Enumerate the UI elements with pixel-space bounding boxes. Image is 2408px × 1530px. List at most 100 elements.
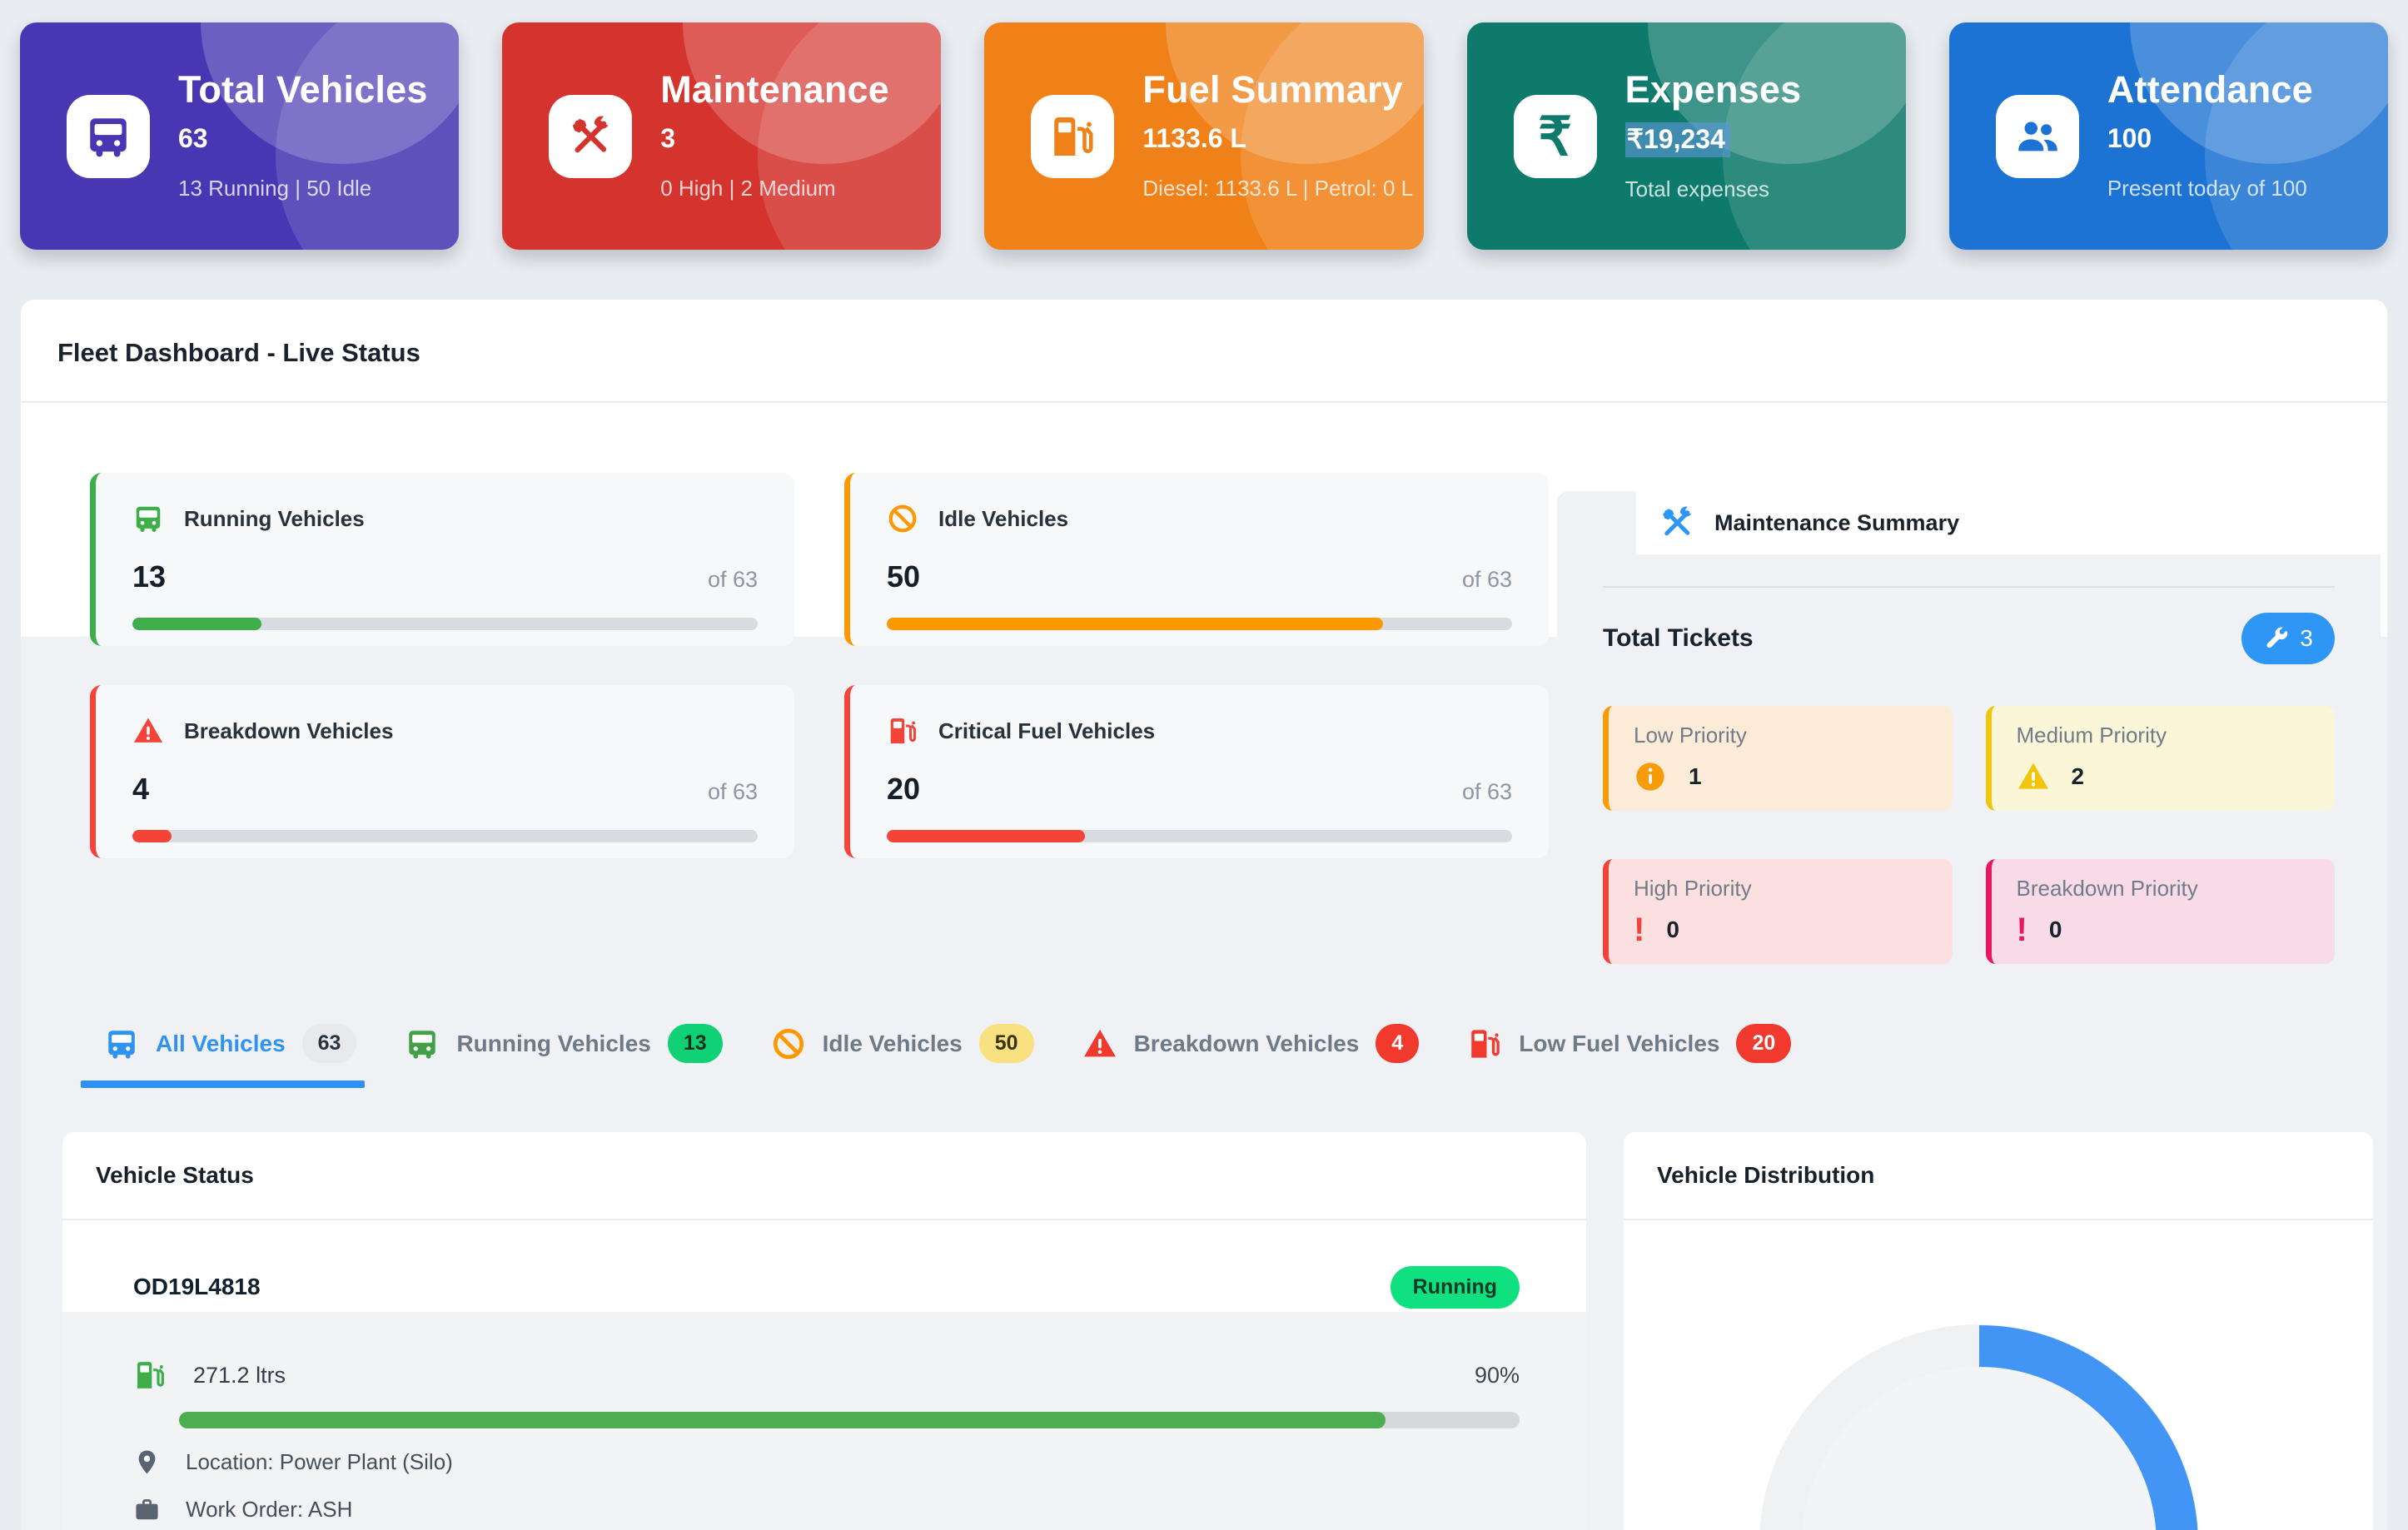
- vehicle-distribution-title: Vehicle Distribution: [1657, 1162, 1875, 1188]
- tab-label: Idle Vehicles: [822, 1030, 963, 1056]
- car-icon: [67, 95, 150, 178]
- warning-triangle-icon: [2017, 760, 2050, 793]
- tab-breakdown-vehicles[interactable]: Breakdown Vehicles 4: [1082, 1024, 1420, 1088]
- status-value: 50: [887, 559, 921, 594]
- status-value: 13: [132, 559, 167, 594]
- priority-value: 0: [2048, 917, 2062, 942]
- stat-card-expenses[interactable]: ₹ Expenses ₹19,234 Total expenses: [1466, 22, 1906, 250]
- tab-badge: 20: [1736, 1024, 1792, 1063]
- status-total: of 63: [707, 779, 758, 804]
- tab-label: Low Fuel Vehicles: [1519, 1030, 1720, 1056]
- tab-badge: 63: [301, 1024, 357, 1063]
- tab-label: Running Vehicles: [456, 1030, 651, 1056]
- donut-chart: [1759, 1324, 2199, 1530]
- status-label: Critical Fuel Vehicles: [938, 718, 1156, 743]
- fuel-pump-icon: [1467, 1026, 1502, 1061]
- wrench-icon: [2263, 625, 2290, 652]
- stat-value: ₹19,234: [1624, 122, 1906, 157]
- status-total: of 63: [1461, 567, 1512, 592]
- stat-subtitle: Diesel: 1133.6 L | Petrol: 0 L: [1142, 176, 1414, 201]
- priority-value: 1: [1689, 763, 1702, 789]
- decor-circle: [276, 22, 460, 250]
- tab-idle-vehicles[interactable]: Idle Vehicles 50: [771, 1024, 1034, 1088]
- stat-subtitle: 0 High | 2 Medium: [660, 176, 836, 201]
- priority-card-high: High Priority ! 0: [1603, 859, 1953, 964]
- status-card-critical-fuel: Critical Fuel Vehicles 20 of 63: [844, 685, 1549, 858]
- priority-label: Low Priority: [1634, 723, 1747, 748]
- briefcase-icon: [133, 1496, 161, 1523]
- fleet-dashboard-panel: Fleet Dashboard - Live Status Running Ve…: [21, 300, 2387, 1530]
- rupee-icon: ₹: [1513, 95, 1597, 178]
- divider: [1624, 1219, 2373, 1220]
- stat-value: 100: [2107, 123, 2152, 153]
- stat-card-total-vehicles[interactable]: Total Vehicles 63 13 Running | 50 Idle: [20, 22, 460, 250]
- tools-icon: [1658, 504, 1696, 542]
- priority-card-medium: Medium Priority 2: [1985, 706, 2335, 811]
- vehicle-status-title: Vehicle Status: [96, 1162, 254, 1188]
- selected-text: ₹19,234: [1624, 122, 1730, 157]
- decor-circle: [2205, 22, 2389, 250]
- progress-bar: [887, 618, 1512, 630]
- stat-card-attendance[interactable]: Attendance 100 Present today of 100: [1948, 22, 2389, 250]
- decor-circle: [758, 22, 942, 250]
- decor-circle: [1240, 22, 1424, 250]
- status-label: Running Vehicles: [184, 505, 365, 531]
- vehicle-status-card: Vehicle Status OD19L4818 Running 271.2 l…: [62, 1132, 1586, 1530]
- stat-subtitle: Total expenses: [1624, 176, 1770, 201]
- exclamation-icon: !: [2016, 912, 2027, 948]
- location-pin-icon: [133, 1448, 161, 1476]
- stat-value: 63: [178, 123, 208, 153]
- car-icon: [104, 1026, 139, 1061]
- tab-low-fuel-vehicles[interactable]: Low Fuel Vehicles 20: [1467, 1024, 1792, 1088]
- priority-card-breakdown: Breakdown Priority ! 0: [1985, 859, 2335, 964]
- people-icon: [1995, 95, 2079, 178]
- vehicle-distribution-donut[interactable]: Running Vehicles: [1759, 1324, 2200, 1530]
- progress-bar: [132, 830, 758, 842]
- priority-value: 0: [1666, 917, 1679, 942]
- fuel-progress-fill: [179, 1412, 1386, 1428]
- total-tickets-count: 3: [2300, 625, 2313, 651]
- stat-title: Maintenance: [660, 68, 889, 111]
- stat-card-fuel-summary[interactable]: Fuel Summary 1133.6 L Diesel: 1133.6 L |…: [984, 22, 1424, 250]
- priority-label: Medium Priority: [2016, 723, 2167, 748]
- progress-bar: [132, 618, 758, 630]
- tab-label: Breakdown Vehicles: [1133, 1030, 1360, 1056]
- vehicle-distribution-card: Vehicle Distribution Running Vehicles: [1624, 1132, 2373, 1530]
- stat-title: Attendance: [2107, 68, 2313, 111]
- progress-fill: [132, 618, 261, 630]
- tab-label: All Vehicles: [156, 1030, 286, 1056]
- divider: [21, 401, 2387, 403]
- vehicle-name: OD19L4818: [133, 1274, 261, 1299]
- stat-value: 1133.6 L: [1142, 123, 1246, 153]
- status-card-idle: Idle Vehicles 50 of 63: [844, 473, 1549, 646]
- stat-title: Fuel Summary: [1142, 68, 1403, 111]
- stat-title: Expenses: [1624, 68, 1802, 111]
- total-tickets-badge: 3: [2241, 613, 2335, 664]
- stat-card-maintenance[interactable]: Maintenance 3 0 High | 2 Medium: [502, 22, 942, 250]
- tab-all-vehicles[interactable]: All Vehicles 63: [80, 1024, 366, 1088]
- maintenance-summary-title: Maintenance Summary: [1714, 509, 1960, 535]
- total-tickets-label: Total Tickets: [1603, 624, 1754, 652]
- status-label: Idle Vehicles: [938, 505, 1069, 531]
- vehicle-work-order: Work Order: ASH: [186, 1497, 353, 1522]
- fuel-percent: 90%: [1474, 1362, 1520, 1388]
- stat-value: 3: [660, 123, 675, 153]
- warning-triangle-icon: [1082, 1026, 1117, 1061]
- status-value: 20: [887, 772, 921, 806]
- priority-value: 2: [2071, 763, 2085, 789]
- tab-badge: 13: [667, 1024, 723, 1063]
- stat-subtitle: Present today of 100: [2107, 176, 2307, 201]
- tab-running-vehicles[interactable]: Running Vehicles 13: [405, 1024, 723, 1088]
- fuel-progress-bar: [179, 1412, 1520, 1428]
- priority-label: Breakdown Priority: [2016, 876, 2198, 901]
- tools-icon: [549, 95, 633, 178]
- car-icon: [405, 1026, 440, 1061]
- priority-grid: Low Priority 1 Medium Priority 2 High Pr…: [1603, 706, 2335, 964]
- vehicle-list-item[interactable]: OD19L4818 Running 271.2 ltrs 90% Locatio…: [62, 1220, 1586, 1530]
- stat-title: Total Vehicles: [178, 68, 428, 111]
- maintenance-summary-panel: Maintenance Summary Total Tickets 3 Low …: [1557, 491, 2381, 1021]
- vehicle-status-badge: Running: [1390, 1265, 1520, 1309]
- car-icon: [132, 503, 164, 534]
- status-card-running: Running Vehicles 13 of 63: [90, 473, 794, 646]
- page-title: Fleet Dashboard - Live Status: [57, 338, 420, 367]
